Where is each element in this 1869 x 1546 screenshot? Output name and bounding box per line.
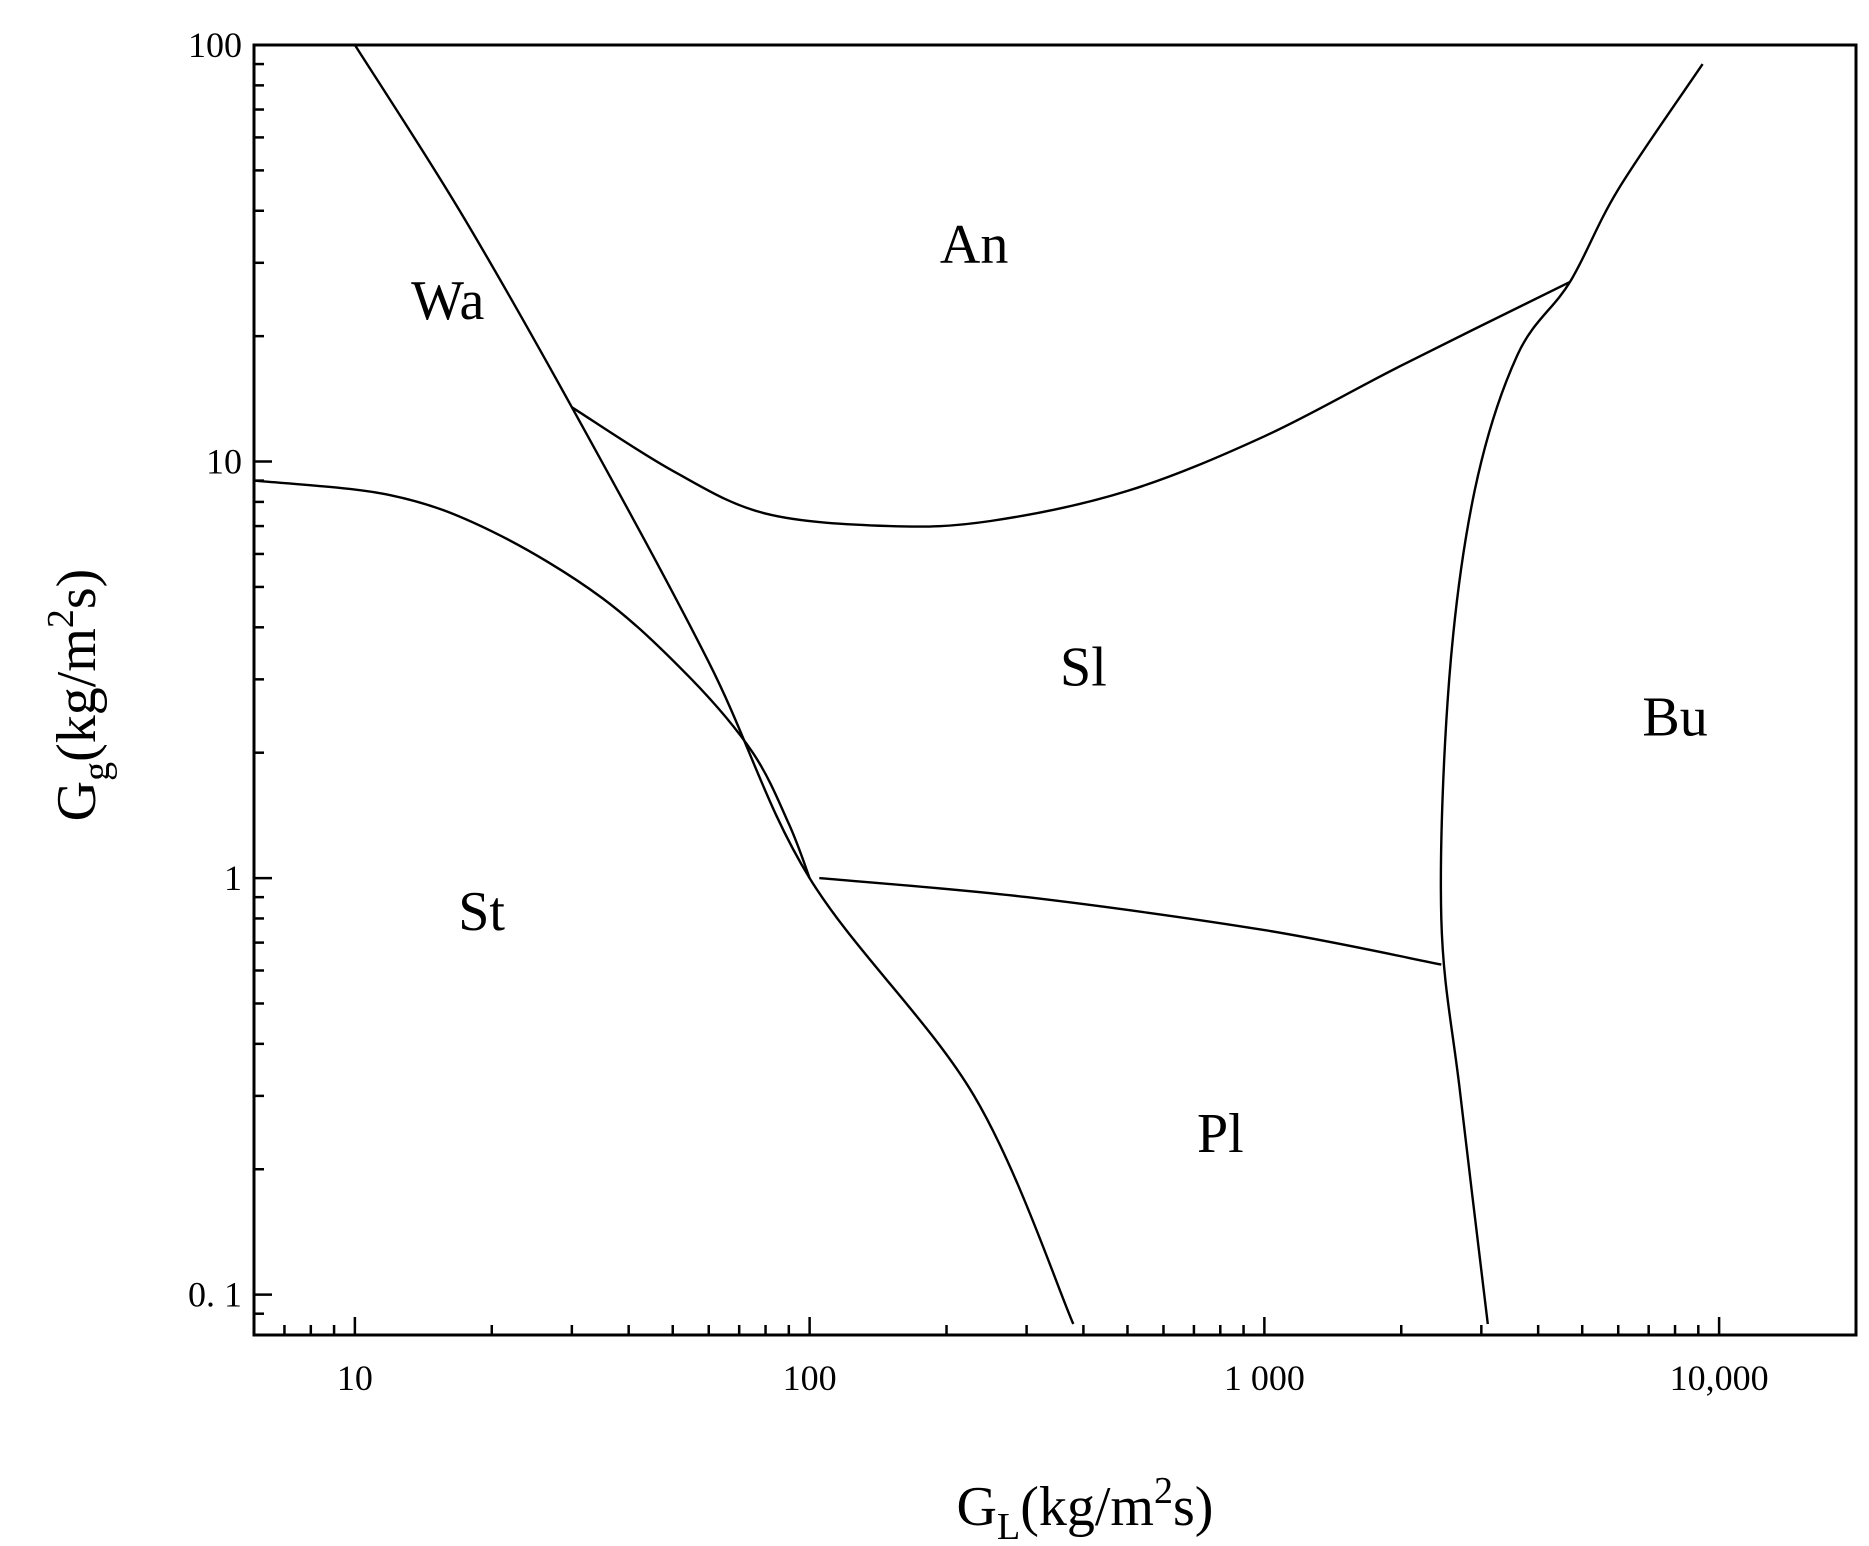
x-tick-label: 100	[783, 1358, 837, 1398]
region-label-pl: Pl	[1197, 1103, 1244, 1165]
region-labels: An Wa Sl Bu St Pl	[411, 214, 1708, 1165]
regime-boundary-line	[353, 44, 1075, 1325]
region-label-sl: Sl	[1060, 636, 1107, 698]
y-tick-label: 1	[224, 858, 242, 898]
region-label-wa: Wa	[411, 270, 484, 332]
y-tick-label: 100	[188, 25, 242, 65]
region-label-bu: Bu	[1642, 686, 1707, 748]
regime-boundaries	[253, 44, 1704, 1325]
x-tick-label: 10	[337, 1358, 373, 1398]
tick-labels: 10 100 1 000 10,000 0. 1 1 10 100	[188, 25, 1769, 1398]
x-tick-label: 10,000	[1670, 1358, 1769, 1398]
regime-boundary-line	[819, 876, 1442, 966]
regime-boundary-line	[1439, 63, 1704, 1325]
y-tick-label: 0. 1	[188, 1275, 242, 1315]
axis-ticks	[252, 43, 1858, 1337]
x-axis-title: GL(kg/m2s)	[957, 1470, 1214, 1546]
y-tick-label: 10	[206, 442, 242, 482]
region-label-an: An	[940, 214, 1008, 276]
region-label-st: St	[458, 881, 505, 943]
regime-boundary-line	[253, 479, 811, 879]
x-tick-label: 1 000	[1224, 1358, 1305, 1398]
plot-frame	[252, 43, 1858, 1337]
y-axis-title: Gg(kg/m2s)	[40, 569, 118, 822]
regime-boundary-line	[571, 280, 1571, 528]
